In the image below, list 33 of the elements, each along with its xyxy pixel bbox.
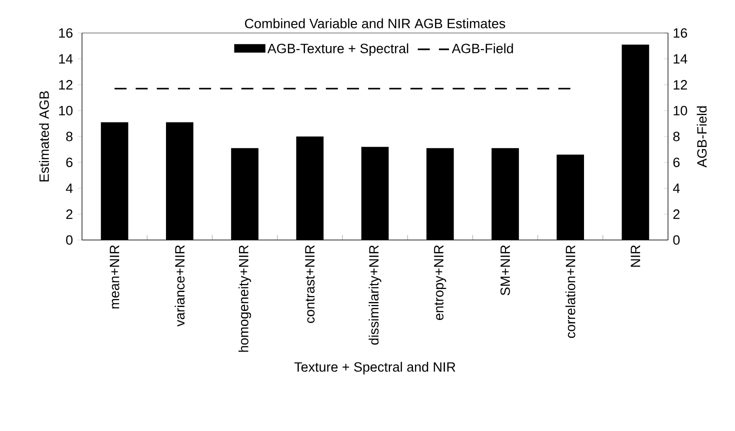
- y2-tick-label: 6: [673, 158, 680, 168]
- y-tick-label: 12: [59, 80, 72, 90]
- chart-title: Combined Variable and NIR AGB Estimates: [244, 18, 506, 28]
- x-tick-label: mean+NIR: [110, 245, 120, 308]
- y-tick-label: 8: [66, 132, 72, 142]
- x-tick-label: entropy+NIR: [434, 245, 446, 320]
- x-axis-title: Texture + Spectral and NIR: [294, 362, 456, 374]
- y-tick-label: 6: [66, 158, 72, 168]
- y-axis-title: Estimated AGB: [39, 91, 49, 182]
- y-tick-label: 14: [59, 54, 73, 64]
- x-tick-label: contrast+NIR: [305, 245, 315, 323]
- y2-axis-title: AGB-Field: [696, 106, 707, 168]
- y2-tick-label: 2: [673, 209, 680, 219]
- y-tick-label: 4: [66, 184, 73, 193]
- y-tick-label: 2: [66, 209, 72, 219]
- y2-tick-label: 16: [674, 28, 688, 38]
- y2-tick-label: 8: [673, 132, 680, 142]
- y2-tick-label: 14: [674, 54, 688, 64]
- x-tick-label: SM+NIR: [500, 245, 510, 296]
- y2-tick-label: 12: [674, 80, 687, 90]
- y-tick-label: 10: [59, 106, 73, 116]
- y2-tick-label: 4: [673, 184, 680, 193]
- y-tick-label: 0: [66, 235, 73, 245]
- y2-tick-label: 0: [673, 235, 680, 245]
- x-tick-label: correlation+NIR: [565, 245, 576, 338]
- x-tick-label: homogeneity+NIR: [238, 245, 252, 352]
- y2-tick-label: 10: [674, 106, 688, 116]
- x-tick-label: variance+NIR: [174, 245, 185, 326]
- legend-label: AGB-Texture + Spectral: [267, 43, 408, 56]
- y-tick-label: 16: [59, 28, 72, 38]
- legend-label: AGB-Field: [452, 43, 513, 54]
- x-tick-label: NIR: [630, 245, 640, 267]
- x-tick-label: dissimilarity+NIR: [368, 245, 382, 345]
